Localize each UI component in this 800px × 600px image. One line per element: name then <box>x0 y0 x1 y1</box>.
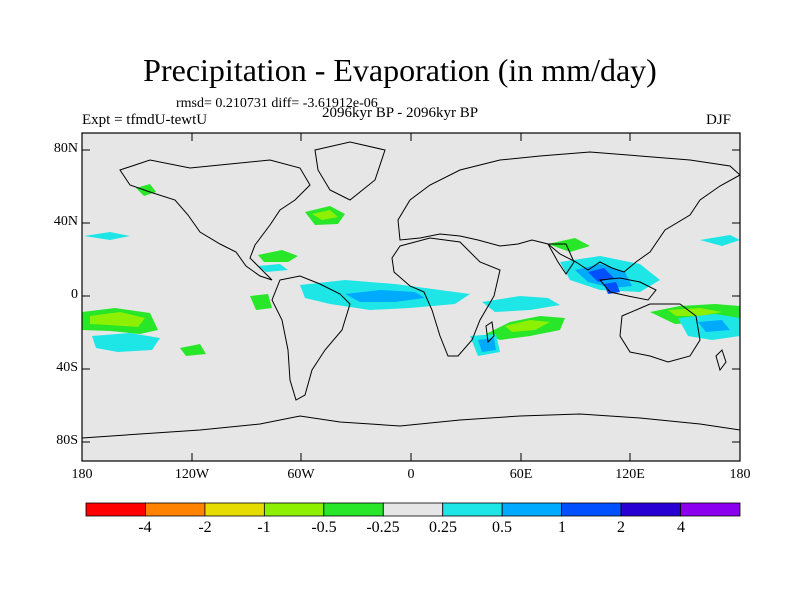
contour-green-s-america <box>250 294 272 310</box>
y-tick-label-40s: 40S <box>56 360 78 375</box>
y-tick-label-40n: 40N <box>53 214 78 229</box>
colorbar-label: 1 <box>558 519 566 536</box>
coast-south-america <box>271 275 351 401</box>
y-tick-label-80s: 80S <box>56 433 78 448</box>
contour-green-caribbean <box>258 250 298 262</box>
colorbar-swatch <box>501 502 563 517</box>
colorbar-label: -1 <box>257 519 271 536</box>
y-tick-label-0: 0 <box>71 287 78 302</box>
y-tick-marks <box>82 149 740 443</box>
x-tick-marks <box>81 133 741 461</box>
colorbar-swatch <box>145 502 206 517</box>
contour-cyan-nw-pacific <box>700 235 740 246</box>
contour-darkblue-sumatra <box>604 282 620 294</box>
coast-indonesia <box>599 277 657 301</box>
colorbar-label: -2 <box>198 519 212 536</box>
contour-cyan-n-pacific <box>84 232 130 240</box>
colorbar-label: -0.5 <box>311 519 337 536</box>
x-tick-label-120e: 120E <box>615 467 645 482</box>
period-text: 2096kyr BP - 2096kyr BP <box>322 105 479 121</box>
contour-green-arabia <box>548 238 590 252</box>
colorbar-label: 0.25 <box>429 519 457 536</box>
contour-lightgreen-n-atlantic <box>312 210 338 220</box>
contour-cyan-caribbean <box>258 264 288 272</box>
contour-blue-atlantic <box>345 290 425 302</box>
colorbar-swatch <box>85 502 146 517</box>
colorbar-swatch <box>204 502 265 517</box>
x-tick-label-60w: 60W <box>287 467 315 482</box>
x-tick-label-180w: 180 <box>71 467 93 482</box>
plot-title: Precipitation - Evaporation (in mm/day) <box>143 52 657 88</box>
coast-eurasia <box>397 151 741 273</box>
colorbar-swatch <box>561 502 622 517</box>
x-tick-label-0: 0 <box>407 467 415 482</box>
colorbar-swatch <box>680 502 741 517</box>
colorbar-label: 4 <box>677 519 685 536</box>
contour-lightgreen-se-pacific <box>90 312 145 327</box>
coast-india <box>547 243 575 275</box>
x-tick-label-120w: 120W <box>174 467 210 482</box>
coast-madagascar <box>485 321 495 344</box>
coast-australia <box>619 303 701 363</box>
colorbar-swatch <box>323 502 384 517</box>
experiment-label: Expt = tfmdU-tewtU <box>82 112 208 128</box>
coast-greenland <box>314 141 386 201</box>
contour-lightgreen-w-pacific <box>668 308 722 316</box>
contour-fills <box>82 184 740 356</box>
x-tick-label-60e: 60E <box>509 467 533 482</box>
contour-blue-sw-pacific <box>698 320 730 332</box>
coast-new-zealand <box>715 349 727 372</box>
y-tick-label-80n: 80N <box>53 141 78 156</box>
coastlines <box>81 141 741 439</box>
contour-blue-mozambique <box>478 338 496 352</box>
contour-darkblue-indonesia <box>588 268 614 282</box>
contour-green-alaska <box>136 184 156 196</box>
contour-cyan-w-indian <box>482 296 560 312</box>
coast-antarctica <box>81 413 741 439</box>
colorbar-swatch <box>620 502 681 517</box>
coast-africa <box>391 237 501 357</box>
colorbar-swatch <box>382 502 444 517</box>
season-label: DJF <box>706 112 732 128</box>
contour-lightgreen-indian <box>505 320 550 332</box>
stats-text: rmsd= 0.210731 diff= -3.61912e-06 <box>176 96 378 111</box>
colorbar-label: 0.5 <box>492 519 512 536</box>
colorbar-label: -4 <box>138 519 152 536</box>
x-tick-label-180e: 180 <box>729 467 751 482</box>
colorbar-swatch <box>442 502 503 517</box>
contour-green-s-pacific <box>180 344 206 356</box>
colorbar-label: 2 <box>617 519 625 536</box>
colorbar-swatch <box>263 502 325 517</box>
coast-north-america <box>119 159 311 281</box>
contour-cyan-s-pacific <box>92 333 160 352</box>
colorbar-label: -0.25 <box>366 519 400 536</box>
colorbar <box>85 502 741 517</box>
